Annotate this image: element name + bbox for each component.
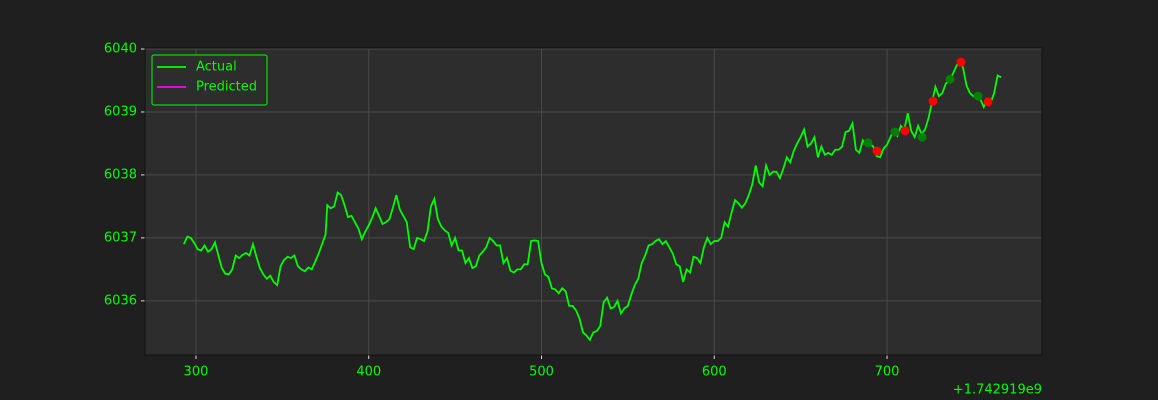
data-point	[890, 127, 900, 137]
legend-label: Actual	[196, 60, 237, 75]
data-point	[928, 96, 938, 106]
x-tick-label: 700	[875, 365, 900, 380]
axes-frame	[144, 47, 1043, 356]
y-tick-label: 6039	[104, 104, 137, 119]
y-tick-label: 6040	[104, 42, 137, 57]
legend-label: Predicted	[196, 80, 257, 95]
data-point	[956, 57, 966, 67]
data-point	[900, 126, 910, 136]
x-offset-label: +1.742919e9	[953, 383, 1042, 398]
x-tick-label: 300	[184, 365, 209, 380]
data-point	[945, 74, 955, 84]
y-tick-label: 6036	[104, 293, 137, 308]
x-tick-label: 400	[356, 365, 381, 380]
y-tick-label: 6037	[104, 230, 137, 245]
x-tick-label: 600	[702, 365, 727, 380]
plot-background	[145, 48, 1042, 355]
data-point	[872, 146, 882, 156]
x-tick-label: 500	[529, 365, 554, 380]
data-point	[983, 97, 993, 107]
y-tick-label: 6038	[104, 167, 137, 182]
data-point	[863, 138, 873, 148]
data-point	[917, 132, 927, 142]
data-point	[973, 91, 983, 101]
